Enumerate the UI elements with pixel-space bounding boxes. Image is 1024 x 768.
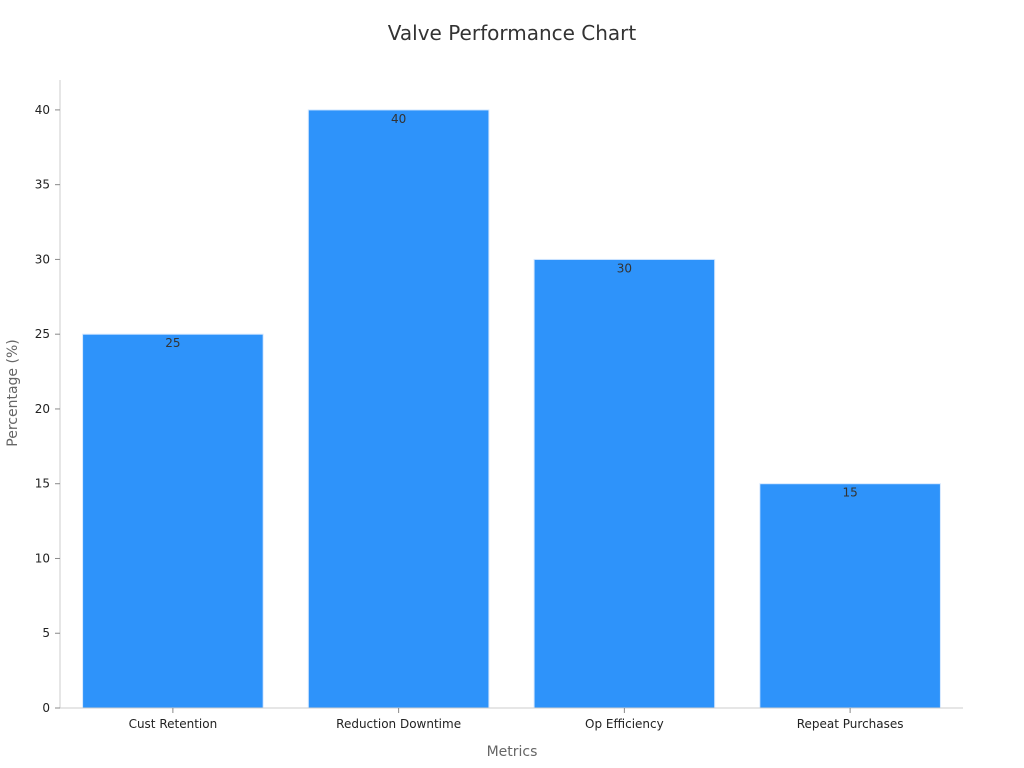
- y-tick-label: 35: [35, 178, 50, 192]
- x-tick-label: Reduction Downtime: [336, 717, 461, 731]
- y-tick-label: 20: [35, 402, 50, 416]
- y-tick-label: 25: [35, 327, 50, 341]
- y-tick-label: 15: [35, 477, 50, 491]
- y-tick-label: 30: [35, 252, 50, 266]
- bar-cust-retention: [82, 333, 264, 709]
- bar-value-label: 40: [391, 112, 406, 126]
- bar-value-label: 30: [617, 261, 632, 275]
- x-axis-label: Metrics: [487, 744, 538, 760]
- bar-op-efficiency: [533, 258, 716, 709]
- bar-value-label: 15: [842, 486, 857, 500]
- bar-reduction-downtime: [307, 109, 490, 709]
- y-axis: 0 5 10 15 20 25 30 35 40: [35, 80, 61, 715]
- data-labels-group: 25 40 30 15: [165, 112, 858, 500]
- y-axis-label: Percentage (%): [5, 339, 21, 446]
- bars-group: [82, 109, 941, 709]
- y-tick-label: 40: [35, 103, 50, 117]
- y-tick-label: 0: [42, 701, 50, 715]
- bar-repeat-purchases: [759, 483, 941, 709]
- x-tick-label: Repeat Purchases: [797, 717, 904, 731]
- x-tick-label: Cust Retention: [129, 717, 218, 731]
- chart-title: Valve Performance Chart: [388, 21, 637, 45]
- bar-value-label: 25: [165, 336, 180, 350]
- x-tick-label: Op Efficiency: [585, 717, 664, 731]
- y-tick-label: 10: [35, 551, 50, 565]
- x-axis: Cust Retention Reduction Downtime Op Effic…: [60, 707, 963, 731]
- y-tick-label: 5: [42, 626, 50, 640]
